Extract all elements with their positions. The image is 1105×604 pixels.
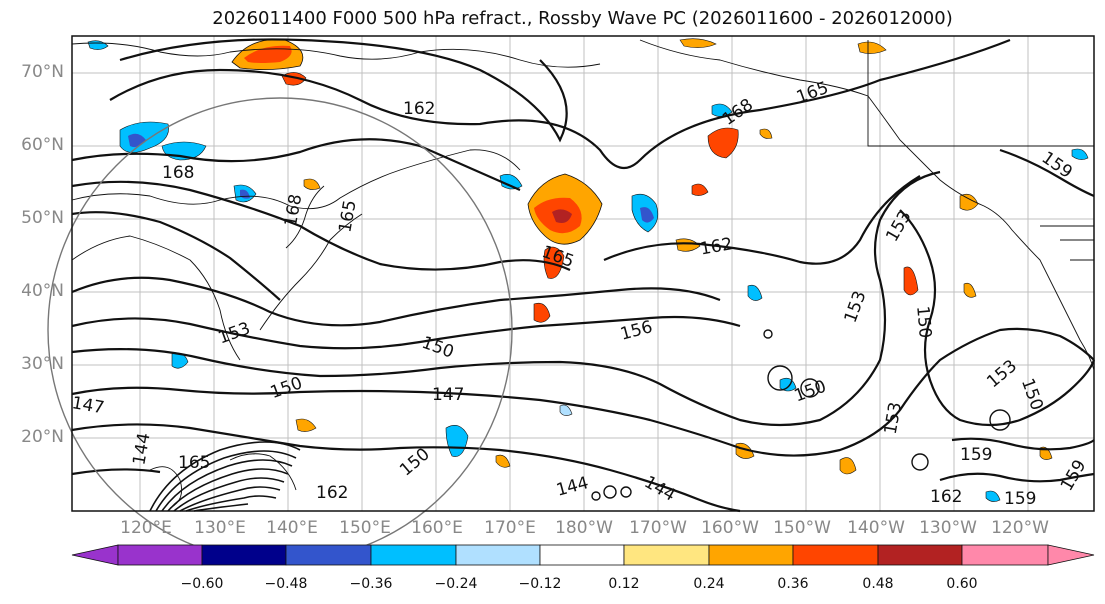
lat-label: 70°N <box>21 62 64 82</box>
contour-label: 159 <box>1004 489 1036 509</box>
colorbar-segment <box>792 544 879 566</box>
colorbar-segment <box>201 544 287 566</box>
lon-label: 140°W <box>847 518 905 538</box>
lat-label: 60°N <box>21 135 64 155</box>
colorbar-segment <box>623 544 710 566</box>
coastlines <box>71 39 1095 509</box>
contour-label: 168 <box>162 163 194 183</box>
lat-label: 30°N <box>21 354 64 374</box>
colorbar-segment <box>877 544 963 566</box>
colorbar-tick: 0.48 <box>862 576 894 592</box>
colorbar-segment <box>117 544 203 566</box>
gridlines <box>72 36 1094 511</box>
lon-label: 170°E <box>484 518 536 538</box>
colorbar <box>71 544 1095 566</box>
colorbar-segment <box>539 544 625 566</box>
contour-lines <box>71 38 1096 513</box>
colorbar-tick: −0.36 <box>349 576 393 592</box>
contour-label: 150 <box>912 305 935 339</box>
colorbar-segment <box>455 544 541 566</box>
contour-label: 159 <box>960 445 992 465</box>
lat-label: 20°N <box>21 427 64 447</box>
lon-label: 120°W <box>991 518 1049 538</box>
colorbar-tick: −0.48 <box>264 576 308 592</box>
lon-label: 150°W <box>773 518 831 538</box>
colorbar-tick: 0.60 <box>946 576 978 592</box>
colorbar-segment <box>370 544 457 566</box>
map-frame <box>71 35 1095 512</box>
lon-label: 140°E <box>266 518 318 538</box>
map-title: 2026011400 F000 500 hPa refract., Rossby… <box>212 8 953 29</box>
colorbar-segment <box>708 544 794 566</box>
lon-label: 180°W <box>555 518 613 538</box>
small-contour-rings <box>591 329 1011 501</box>
contour-label: 165 <box>178 453 210 473</box>
contour-label: 147 <box>432 385 464 405</box>
colorbar-tick: −0.12 <box>518 576 562 592</box>
lon-label: 130°E <box>194 518 246 538</box>
colorbar-tick: 0.36 <box>777 576 809 592</box>
lon-label: 160°W <box>701 518 759 538</box>
colorbar-tick: −0.24 <box>434 576 478 592</box>
lon-label: 150°E <box>339 518 391 538</box>
contour-label: 162 <box>930 487 962 507</box>
dense-contour-cluster <box>149 441 301 512</box>
contour-label: 162 <box>403 99 435 119</box>
lon-label: 120°E <box>120 518 172 538</box>
lon-label: 160°E <box>411 518 463 538</box>
colorbar-tick: −0.60 <box>180 576 224 592</box>
lat-label: 40°N <box>21 281 64 301</box>
colorbar-segment <box>285 544 372 566</box>
colorbar-tick: 0.24 <box>693 576 725 592</box>
colorbar-segment <box>1047 544 1095 566</box>
colorbar-tick: 0.12 <box>608 576 640 592</box>
map-background <box>72 36 1094 511</box>
negative-anomaly-patches <box>87 40 1089 502</box>
lon-label: 170°W <box>629 518 687 538</box>
lon-label: 130°W <box>919 518 977 538</box>
colorbar-segment <box>961 544 1049 566</box>
positive-anomaly-patches <box>231 38 1053 475</box>
contour-label: 162 <box>316 483 348 503</box>
lat-label: 50°N <box>21 208 64 228</box>
colorbar-segment <box>71 544 119 566</box>
